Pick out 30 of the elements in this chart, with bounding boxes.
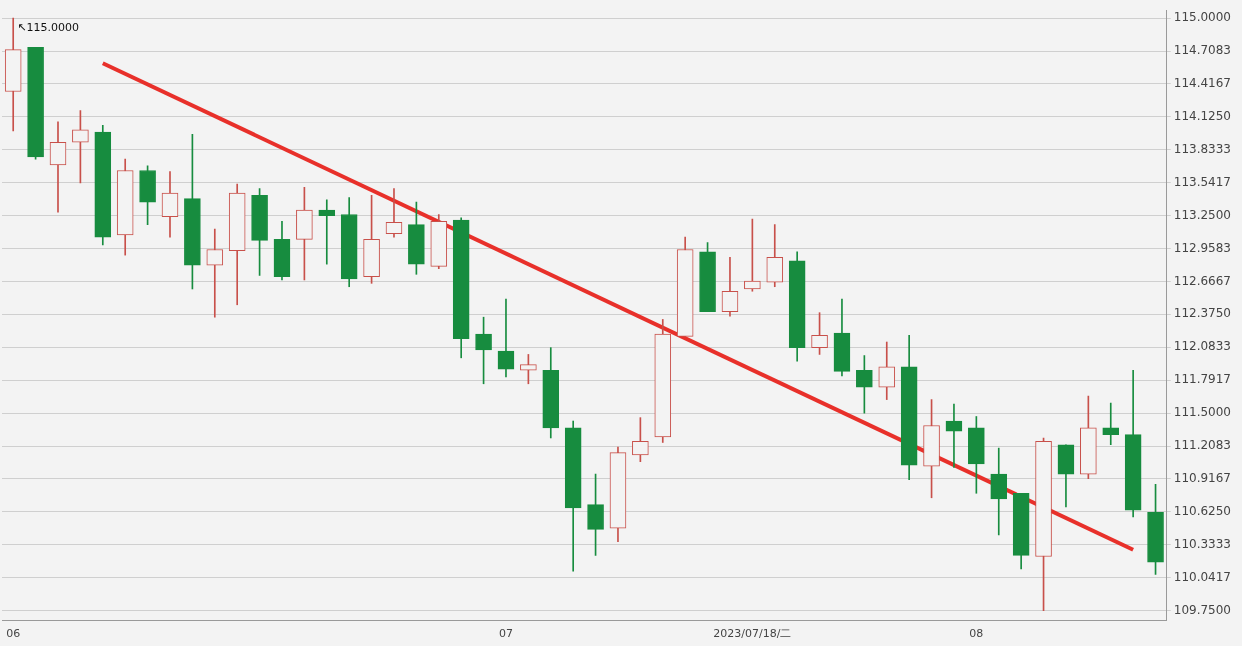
y-tick-label: 111.7917 bbox=[1173, 372, 1232, 387]
y-tick-label: 110.6250 bbox=[1173, 504, 1232, 519]
y-tick-label: 114.4167 bbox=[1173, 76, 1232, 91]
candlestick bbox=[945, 403, 963, 468]
candlestick bbox=[318, 199, 336, 265]
x-tick-label: 07 bbox=[498, 627, 513, 641]
y-tick-label: 114.7083 bbox=[1173, 43, 1232, 58]
y-tick-label: 109.7500 bbox=[1173, 602, 1232, 617]
y-tick-label: 115.0000 bbox=[1173, 10, 1232, 25]
y-tick-label: 113.8333 bbox=[1173, 141, 1232, 156]
candlestick bbox=[1102, 402, 1120, 446]
y-tick-label: 113.5417 bbox=[1173, 174, 1232, 189]
y-tick-label: 113.2500 bbox=[1173, 207, 1232, 222]
y-tick-label: 112.9583 bbox=[1173, 240, 1232, 255]
y-tick-label: 112.0833 bbox=[1173, 339, 1232, 354]
y-tick-label: 112.6667 bbox=[1173, 273, 1232, 288]
x-tick-label: 08 bbox=[969, 627, 984, 641]
y-tick-label: 110.9167 bbox=[1173, 471, 1232, 486]
y-tick-label: 111.5000 bbox=[1173, 405, 1232, 420]
y-tick-label: 112.3750 bbox=[1173, 306, 1232, 321]
x-tick-label: 2023/07/18/二 bbox=[713, 627, 792, 641]
candlestick bbox=[49, 121, 67, 213]
y-tick-label: 114.1250 bbox=[1173, 108, 1232, 123]
y-tick-label: 110.0417 bbox=[1173, 569, 1232, 584]
candlestick bbox=[206, 228, 224, 318]
annotation: ↖115.0000 bbox=[17, 20, 79, 34]
y-tick-label: 110.3333 bbox=[1173, 536, 1232, 551]
y-tick-label: 111.2083 bbox=[1173, 438, 1232, 453]
x-tick-label: 06 bbox=[6, 627, 21, 641]
candlestick bbox=[497, 298, 515, 378]
